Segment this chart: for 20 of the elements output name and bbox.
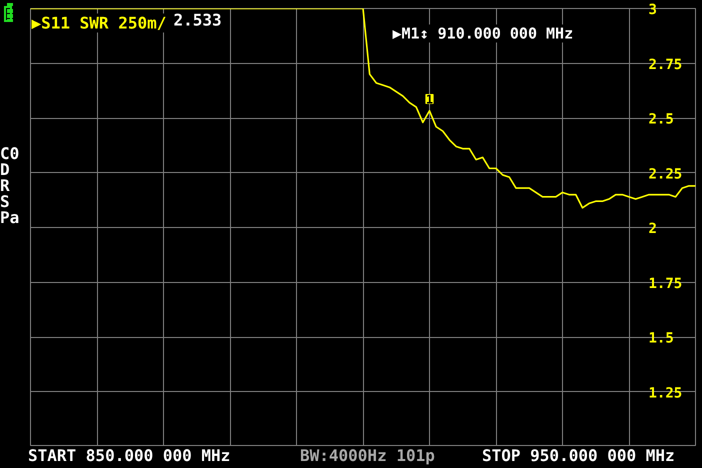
y-tick-label: 3 [648,2,657,18]
annotation: START 850.000 000 MHz [28,446,230,465]
text: D [0,160,10,179]
y-tick-label: 2 [648,221,657,237]
text: R [0,176,10,195]
y-tick-label: 1.5 [648,330,674,346]
annotation: BW:4000Hz 101p [300,446,435,465]
chart-title: ▶S11 SWR 250m/ [32,14,166,32]
annotation: 1 [426,92,434,106]
y-tick-label: 1.25 [648,385,682,402]
annotation: ▶M1↕ 910.000 000 MHz [392,24,574,42]
y-tick-label: 2.5 [648,112,674,128]
text: Pa [0,208,20,227]
annotation: 2.533 [174,10,222,30]
y-tick-label: 1.75 [648,276,682,292]
y-tick-label: 2.75 [648,56,682,73]
text: C0 [0,144,20,163]
annotation: STOP 950.000 000 MHz [482,446,675,465]
y-tick-label: 2.25 [648,166,682,182]
text: S [0,192,10,211]
